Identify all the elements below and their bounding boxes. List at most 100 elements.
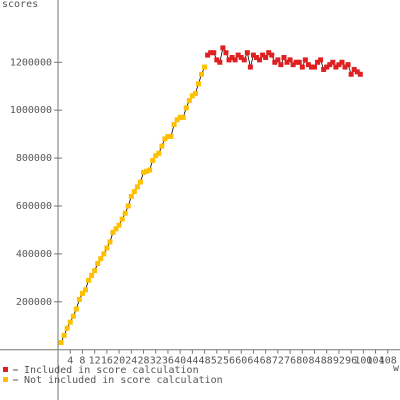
- point: [357, 71, 363, 77]
- x-tick-label: 24: [125, 356, 137, 367]
- x-tick-label: 80: [296, 356, 308, 367]
- point: [318, 57, 324, 63]
- x-tick-label: 44: [186, 356, 198, 367]
- point: [183, 105, 189, 111]
- point: [336, 62, 342, 68]
- point: [147, 167, 153, 173]
- point: [156, 150, 162, 156]
- y-axis-label: scores: [2, 0, 38, 10]
- point: [290, 62, 296, 68]
- point: [278, 62, 284, 68]
- point: [214, 57, 220, 63]
- point: [257, 57, 263, 63]
- point: [101, 251, 107, 257]
- point: [67, 319, 73, 325]
- point: [324, 64, 330, 70]
- point: [131, 189, 137, 195]
- point: [238, 54, 244, 60]
- x-tick-label: 104: [367, 356, 385, 367]
- point: [134, 184, 140, 190]
- y-tick-label: 200000: [16, 297, 52, 308]
- point: [205, 52, 211, 58]
- point: [168, 134, 174, 140]
- x-tick-label: 96: [345, 356, 357, 367]
- point: [159, 143, 165, 149]
- point: [223, 50, 229, 56]
- point: [144, 168, 150, 174]
- point: [150, 157, 156, 163]
- x-tick-label: 4: [67, 356, 73, 367]
- point: [162, 136, 168, 142]
- y-tick-label: 1000000: [10, 105, 52, 116]
- x-tick-label: 100: [354, 356, 372, 367]
- point: [305, 62, 311, 68]
- point: [180, 114, 186, 120]
- point: [220, 45, 226, 51]
- point: [281, 54, 287, 60]
- legend-label: Included in score calculation: [24, 365, 199, 376]
- point: [192, 90, 198, 96]
- point: [73, 306, 79, 312]
- x-tick-label: 20: [113, 356, 125, 367]
- point: [195, 81, 201, 87]
- x-tick-label: 40: [174, 356, 186, 367]
- legend-swatch: [3, 377, 8, 382]
- x-axis-label: w: [393, 363, 400, 374]
- point: [86, 277, 92, 283]
- x-tick-label: 88: [321, 356, 333, 367]
- x-tick-label: 108: [379, 356, 397, 367]
- y-tick-label: 1200000: [10, 57, 52, 68]
- point: [284, 59, 290, 65]
- x-tick-label: 76: [284, 356, 296, 367]
- point: [241, 57, 247, 63]
- point: [302, 57, 308, 63]
- point: [275, 57, 281, 63]
- point: [141, 169, 147, 175]
- point: [189, 93, 195, 99]
- point: [354, 69, 360, 75]
- point: [107, 239, 113, 245]
- point: [308, 64, 314, 70]
- x-tick-label: 48: [199, 356, 211, 367]
- point: [269, 52, 275, 58]
- point: [263, 54, 269, 60]
- point: [287, 57, 293, 63]
- point: [199, 71, 205, 77]
- legend-label: Not included in score calculation: [24, 375, 223, 386]
- x-tick-label: 52: [211, 356, 223, 367]
- point: [104, 245, 110, 251]
- point: [125, 203, 131, 209]
- y-tick-label: 800000: [16, 153, 52, 164]
- point: [226, 57, 232, 63]
- point: [174, 117, 180, 123]
- point: [211, 50, 217, 56]
- x-tick-label: 84: [308, 356, 320, 367]
- point: [266, 50, 272, 56]
- point: [327, 62, 333, 68]
- point: [110, 229, 116, 235]
- series-line: [60, 66, 205, 343]
- x-tick-label: 36: [162, 356, 174, 367]
- y-tick-label: 600000: [16, 201, 52, 212]
- point: [186, 98, 192, 104]
- point: [61, 332, 67, 338]
- point: [113, 226, 119, 232]
- point: [315, 59, 321, 65]
- x-tick-label: 8: [79, 356, 85, 367]
- point: [333, 64, 339, 70]
- point: [235, 52, 241, 58]
- point: [351, 66, 357, 72]
- point: [82, 287, 88, 293]
- point: [153, 153, 159, 159]
- point: [247, 64, 253, 70]
- point: [232, 57, 238, 63]
- point: [202, 64, 208, 70]
- point: [342, 64, 348, 70]
- point: [293, 59, 299, 65]
- point: [296, 59, 302, 65]
- point: [244, 50, 250, 56]
- point: [260, 52, 266, 58]
- point: [92, 268, 98, 274]
- legend-swatch: [3, 367, 8, 372]
